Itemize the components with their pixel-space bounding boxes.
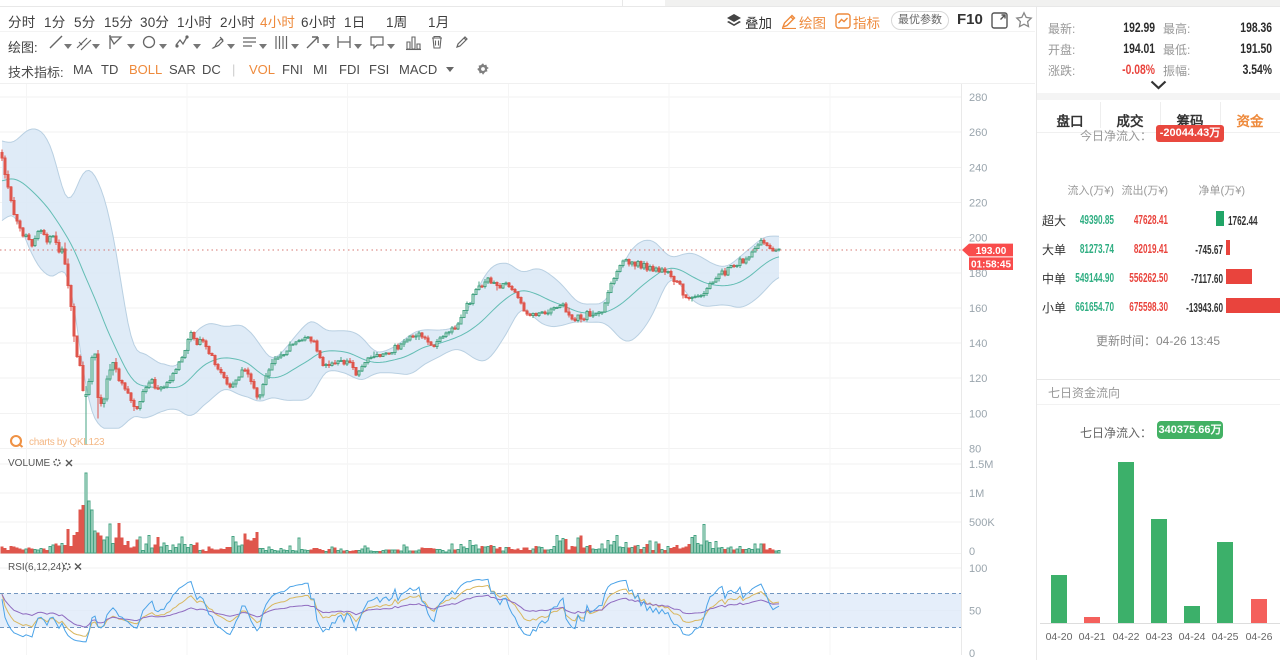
svg-text:VOLUME: VOLUME xyxy=(8,458,51,469)
svg-text:80: 80 xyxy=(969,444,981,456)
svg-text:100: 100 xyxy=(969,408,987,420)
svg-text:160: 160 xyxy=(969,303,987,315)
svg-text:180: 180 xyxy=(969,268,987,280)
svg-text:charts by QKL123: charts by QKL123 xyxy=(29,437,105,448)
svg-text:100: 100 xyxy=(969,563,987,575)
svg-text:01:58:45: 01:58:45 xyxy=(971,259,1011,270)
svg-text:50: 50 xyxy=(969,606,981,618)
svg-text:220: 220 xyxy=(969,197,987,209)
svg-text:240: 240 xyxy=(969,162,987,174)
svg-text:193.00: 193.00 xyxy=(976,246,1007,257)
svg-text:1.5M: 1.5M xyxy=(969,459,993,471)
svg-text:RSI(6,12,24): RSI(6,12,24) xyxy=(8,562,65,573)
svg-text:0: 0 xyxy=(969,546,975,558)
svg-text:500K: 500K xyxy=(969,517,995,529)
svg-text:120: 120 xyxy=(969,373,987,385)
svg-text:260: 260 xyxy=(969,127,987,139)
svg-text:140: 140 xyxy=(969,338,987,350)
svg-text:1M: 1M xyxy=(969,488,984,500)
svg-text:280: 280 xyxy=(969,92,987,104)
svg-text:200: 200 xyxy=(969,233,987,245)
svg-text:0: 0 xyxy=(969,648,975,660)
